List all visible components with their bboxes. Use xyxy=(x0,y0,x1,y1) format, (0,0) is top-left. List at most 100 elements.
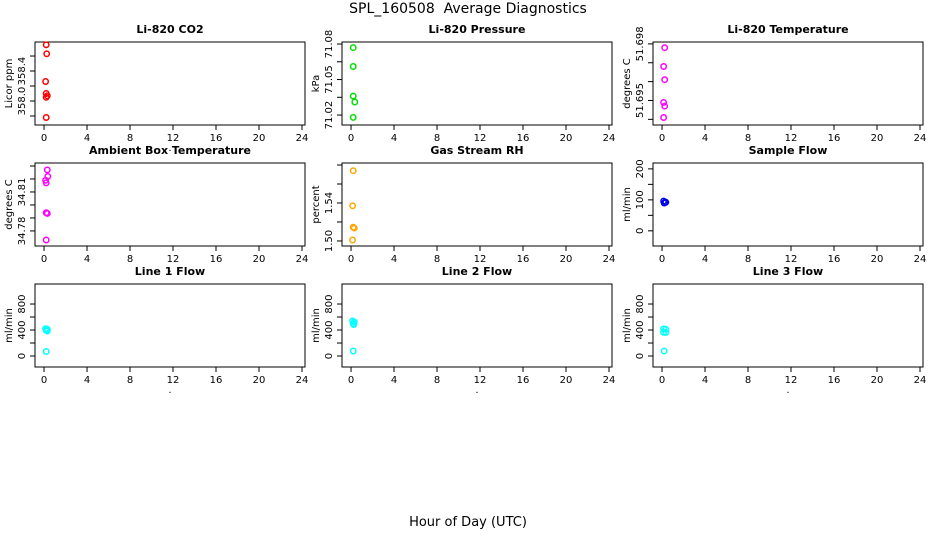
x-tick-label: 8 xyxy=(434,133,440,144)
x-tick-label: 4 xyxy=(84,133,90,144)
plot-box xyxy=(652,283,924,368)
x-tick-label: 4 xyxy=(391,254,397,265)
x-tick-label: 16 xyxy=(828,254,841,265)
x-tick-label: 20 xyxy=(871,133,884,144)
plot-box xyxy=(34,162,306,247)
x-tick-label: 0 xyxy=(41,254,47,265)
data-point xyxy=(661,102,669,110)
x-tick-label: 12 xyxy=(167,133,180,144)
x-tick-label: 24 xyxy=(914,375,927,386)
data-point xyxy=(350,224,358,232)
x-tick-label: 0 xyxy=(659,254,665,265)
panel-title: Gas Stream RH xyxy=(430,144,523,157)
x-tick-label: 20 xyxy=(253,375,266,386)
x-tick-label: 8 xyxy=(127,133,133,144)
y-tick-label: 100 xyxy=(635,190,646,209)
y-tick-label: 1.54 xyxy=(324,192,335,214)
x-tick-label: 16 xyxy=(210,254,223,265)
x-tick-label: 16 xyxy=(828,375,841,386)
x-tick-label: 4 xyxy=(84,254,90,265)
y-tick-label: 71.05 xyxy=(324,65,335,94)
x-tick-label: 24 xyxy=(603,133,616,144)
x-tick-label: 4 xyxy=(702,375,708,386)
x-tick-label: 16 xyxy=(517,133,530,144)
x-tick-label: 4 xyxy=(702,254,708,265)
plot-box xyxy=(341,41,613,126)
data-point xyxy=(349,236,357,244)
y-tick-label: 1.50 xyxy=(324,230,335,252)
data-point xyxy=(350,321,358,328)
data-point xyxy=(662,329,670,336)
panel-title: Line 3 Flow xyxy=(753,265,823,278)
data-point xyxy=(42,236,50,244)
data-point xyxy=(660,98,668,106)
x-tick-label: 20 xyxy=(253,133,266,144)
y-tick-label: 800 xyxy=(17,294,28,313)
y-tick-label: 51.698 xyxy=(635,26,646,61)
data-point xyxy=(42,114,50,121)
x-tick-label: 4 xyxy=(84,375,90,386)
data-point xyxy=(42,78,50,85)
y-axis-label: ml/min xyxy=(311,308,322,343)
data-point xyxy=(349,167,357,175)
data-point xyxy=(660,347,668,355)
x-tick-label: 8 xyxy=(745,254,751,265)
data-point xyxy=(43,327,51,335)
x-tick-label: 8 xyxy=(745,133,751,144)
x-tick-label: 0 xyxy=(659,133,665,144)
y-tick-label: 800 xyxy=(324,294,335,313)
x-tick-label: 12 xyxy=(785,375,798,386)
x-axis-dot-label: . xyxy=(786,143,789,154)
x-tick-label: 0 xyxy=(41,375,47,386)
x-tick-label: 20 xyxy=(871,254,884,265)
x-tick-label: 12 xyxy=(785,254,798,265)
y-tick-label: 800 xyxy=(635,294,646,313)
plot-box xyxy=(652,41,924,126)
x-axis-dot-label: . xyxy=(168,143,171,154)
x-tick-label: 24 xyxy=(603,375,616,386)
x-axis-dot-label: . xyxy=(786,385,789,396)
data-point xyxy=(43,50,51,58)
y-axis-label: degrees C xyxy=(622,58,633,108)
y-axis-label: ml/min xyxy=(4,308,15,343)
x-axis-shared-label: Hour of Day (UTC) xyxy=(409,515,527,530)
x-tick-label: 20 xyxy=(560,375,573,386)
data-point xyxy=(349,44,357,52)
y-axis-label: Licor ppm xyxy=(4,59,15,109)
x-tick-label: 16 xyxy=(210,375,223,386)
plot-box xyxy=(34,283,306,368)
data-point xyxy=(661,76,669,84)
panel-li820-pressure: Li-820 Pressure 71.02 71.05 71.08 kPa 0 4 8 12 16… xyxy=(311,23,616,154)
x-tick-label: 24 xyxy=(296,254,309,265)
x-tick-label: 24 xyxy=(603,254,616,265)
y-axis-label: degrees C xyxy=(4,179,15,229)
y-tick-label: 0 xyxy=(17,353,28,359)
y-tick-label: 34.78 xyxy=(17,217,28,246)
y-tick-label: 0 xyxy=(635,353,646,359)
x-tick-label: 16 xyxy=(828,133,841,144)
y-tick-label: 0 xyxy=(324,353,335,359)
data-point xyxy=(660,63,668,70)
x-axis-dot-label: . xyxy=(475,264,478,275)
plot-box xyxy=(652,162,924,247)
x-tick-label: 12 xyxy=(474,133,487,144)
y-tick-label: 400 xyxy=(17,320,28,339)
data-point xyxy=(349,92,357,100)
x-axis-dot-label: . xyxy=(475,143,478,154)
panel-title: Li-820 CO2 xyxy=(136,23,203,36)
y-tick-label: 0 xyxy=(635,228,646,234)
x-tick-label: 8 xyxy=(434,375,440,386)
panel-title: Line 1 Flow xyxy=(135,265,205,278)
x-tick-label: 12 xyxy=(785,133,798,144)
data-point xyxy=(349,347,357,355)
x-tick-label: 8 xyxy=(434,254,440,265)
y-tick-label: 71.02 xyxy=(324,101,335,130)
data-point xyxy=(42,179,50,187)
x-tick-label: 24 xyxy=(914,254,927,265)
x-tick-label: 12 xyxy=(167,375,180,386)
data-point xyxy=(43,166,51,174)
y-axis-label: ml/min xyxy=(622,308,633,343)
x-tick-label: 24 xyxy=(296,133,309,144)
